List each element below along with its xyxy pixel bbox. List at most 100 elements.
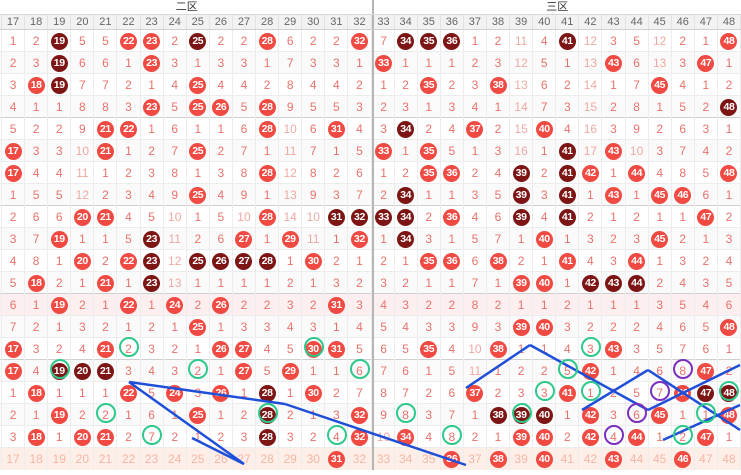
grid-cell[interactable]: 2: [117, 162, 141, 184]
grid-cell[interactable]: 1: [71, 272, 95, 294]
grid-cell[interactable]: 2: [718, 140, 741, 162]
grid-cell[interactable]: 48: [718, 96, 741, 118]
grid-cell[interactable]: 5: [117, 228, 141, 250]
grid-cell[interactable]: 5: [2, 118, 26, 140]
grid-cell[interactable]: 31: [325, 118, 349, 140]
grid-cell[interactable]: 40: [533, 228, 557, 250]
grid-cell[interactable]: 47: [695, 426, 718, 448]
grid-cell[interactable]: 6: [441, 382, 464, 404]
grid-cell[interactable]: 7: [25, 228, 49, 250]
grid-cell[interactable]: 5: [556, 360, 580, 382]
grid-cell[interactable]: 38: [487, 250, 511, 272]
grid-cell[interactable]: 12: [510, 52, 534, 74]
grid-cell[interactable]: 39: [510, 162, 534, 184]
grid-cell[interactable]: 32: [348, 404, 372, 426]
grid-cell[interactable]: 6: [533, 74, 557, 96]
grid-cell[interactable]: 4: [418, 426, 441, 448]
column-header-42[interactable]: 42: [579, 15, 603, 29]
grid-cell[interactable]: 2: [48, 272, 72, 294]
column-header-30[interactable]: 30: [302, 15, 326, 29]
grid-cell[interactable]: 14: [279, 206, 303, 228]
grid-cell[interactable]: 3: [348, 96, 372, 118]
grid-cell[interactable]: 3: [2, 74, 26, 96]
grid-cell[interactable]: 8: [279, 74, 303, 96]
grid-cell[interactable]: 5: [210, 206, 233, 228]
grid-cell[interactable]: 1: [695, 30, 718, 52]
grid-cell[interactable]: 17: [2, 360, 26, 382]
grid-cell[interactable]: 8: [371, 382, 395, 404]
grid-cell[interactable]: 2: [533, 162, 557, 184]
grid-cell[interactable]: 11: [164, 228, 187, 250]
grid-cell[interactable]: 24: [164, 294, 187, 316]
grid-cell[interactable]: 41: [556, 206, 580, 228]
grid-cell[interactable]: 48: [718, 316, 741, 338]
grid-cell[interactable]: 1: [279, 382, 303, 404]
column-header-26[interactable]: 26: [210, 15, 233, 29]
grid-cell[interactable]: 3: [279, 294, 303, 316]
grid-cell[interactable]: 3: [71, 316, 95, 338]
grid-cell[interactable]: 2: [649, 118, 672, 140]
grid-cell[interactable]: 3: [348, 294, 372, 316]
grid-cell[interactable]: 1: [418, 272, 441, 294]
grid-cell[interactable]: 1: [579, 382, 603, 404]
grid-cell[interactable]: 1: [649, 250, 672, 272]
grid-cell[interactable]: 3: [418, 316, 441, 338]
grid-cell[interactable]: 10: [233, 206, 257, 228]
grid-cell[interactable]: 1: [695, 74, 718, 96]
grid-cell[interactable]: 1: [556, 228, 580, 250]
grid-cell[interactable]: 5: [395, 338, 418, 360]
grid-cell[interactable]: 9: [464, 316, 487, 338]
grid-cell[interactable]: 1: [25, 294, 49, 316]
grid-cell[interactable]: 3: [302, 52, 326, 74]
grid-cell[interactable]: 16: [579, 118, 603, 140]
grid-cell[interactable]: 5: [672, 294, 695, 316]
grid-cell[interactable]: 1: [533, 140, 557, 162]
grid-cell[interactable]: 39: [510, 272, 534, 294]
grid-cell[interactable]: 28: [256, 30, 280, 52]
grid-cell[interactable]: 44: [626, 250, 649, 272]
grid-cell[interactable]: 37: [464, 382, 487, 404]
grid-cell[interactable]: 34: [395, 426, 418, 448]
grid-cell[interactable]: 3: [187, 382, 210, 404]
grid-cell[interactable]: 2: [718, 206, 741, 228]
grid-cell[interactable]: 1: [418, 96, 441, 118]
column-header-20[interactable]: 20: [71, 15, 95, 29]
grid-cell[interactable]: 2: [2, 206, 26, 228]
grid-cell[interactable]: 5: [348, 338, 372, 360]
grid-cell[interactable]: 2: [649, 272, 672, 294]
grid-cell[interactable]: 4: [441, 118, 464, 140]
grid-cell[interactable]: 3: [233, 52, 257, 74]
grid-cell[interactable]: 2: [164, 338, 187, 360]
grid-cell[interactable]: 22: [117, 382, 141, 404]
grid-cell[interactable]: 36: [441, 30, 464, 52]
grid-cell[interactable]: 35: [418, 74, 441, 96]
grid-cell[interactable]: 1: [464, 140, 487, 162]
grid-cell[interactable]: 7: [464, 272, 487, 294]
grid-cell[interactable]: 1: [210, 316, 233, 338]
grid-cell[interactable]: 48: [718, 162, 741, 184]
grid-cell[interactable]: 3: [279, 426, 303, 448]
grid-cell[interactable]: 3: [25, 52, 49, 74]
grid-cell[interactable]: 2: [187, 294, 210, 316]
grid-cell[interactable]: 2: [718, 360, 741, 382]
grid-cell[interactable]: 14: [510, 96, 534, 118]
grid-cell[interactable]: 7: [487, 228, 511, 250]
grid-cell[interactable]: 2: [487, 30, 511, 52]
column-header-47[interactable]: 47: [695, 15, 718, 29]
grid-cell[interactable]: 1: [302, 404, 326, 426]
grid-cell[interactable]: 34: [395, 30, 418, 52]
grid-cell[interactable]: 19: [48, 448, 72, 470]
grid-cell[interactable]: 34: [395, 206, 418, 228]
grid-cell[interactable]: 2: [556, 74, 580, 96]
grid-cell[interactable]: 4: [464, 206, 487, 228]
grid-cell[interactable]: 24: [164, 382, 187, 404]
grid-cell[interactable]: 1: [718, 184, 741, 206]
grid-cell[interactable]: 2: [2, 404, 26, 426]
grid-cell[interactable]: 2: [302, 294, 326, 316]
grid-cell[interactable]: 2: [279, 272, 303, 294]
grid-cell[interactable]: 2: [325, 162, 349, 184]
column-header-38[interactable]: 38: [487, 15, 511, 29]
grid-cell[interactable]: 6: [672, 118, 695, 140]
grid-cell[interactable]: 22: [117, 118, 141, 140]
grid-cell[interactable]: 5: [533, 52, 557, 74]
